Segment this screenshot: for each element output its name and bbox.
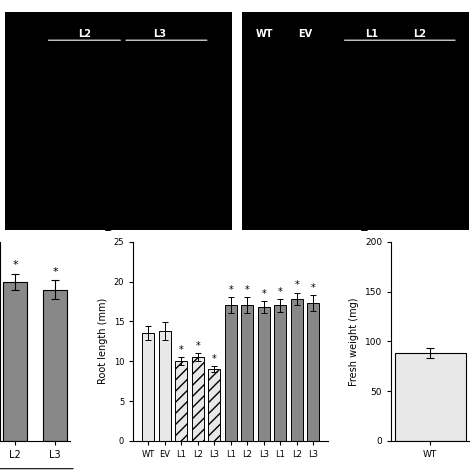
Text: *: * [311,283,316,293]
Bar [159,331,171,441]
Text: *: * [278,287,283,297]
Bar [142,333,154,441]
Text: *: * [294,280,299,290]
Y-axis label: Root length (mm): Root length (mm) [98,298,108,384]
Bar [395,353,466,441]
Text: *: * [262,289,266,299]
Bar [274,305,286,441]
Text: *: * [212,354,217,364]
Text: L3: L3 [153,29,166,39]
Text: *: * [52,267,58,277]
Bar [191,357,204,441]
Bar [308,303,319,441]
Text: E: E [360,221,368,234]
Text: *: * [195,341,200,351]
Text: L2: L2 [78,29,91,39]
Text: *: * [245,285,250,295]
Text: *: * [179,345,183,355]
Bar [291,299,303,441]
Bar [43,290,67,441]
Text: L1: L1 [365,29,378,39]
Bar [208,369,220,441]
Bar [3,282,27,441]
Text: *: * [12,260,18,270]
Bar [225,305,237,441]
Y-axis label: Fresh weight (mg): Fresh weight (mg) [349,297,359,385]
Bar [258,307,270,441]
Text: *: * [228,285,233,295]
Bar [241,305,253,441]
Text: D: D [104,221,114,234]
Bar [175,361,187,441]
Text: EV: EV [298,29,312,39]
Text: L2: L2 [413,29,426,39]
Text: WT: WT [255,29,273,39]
